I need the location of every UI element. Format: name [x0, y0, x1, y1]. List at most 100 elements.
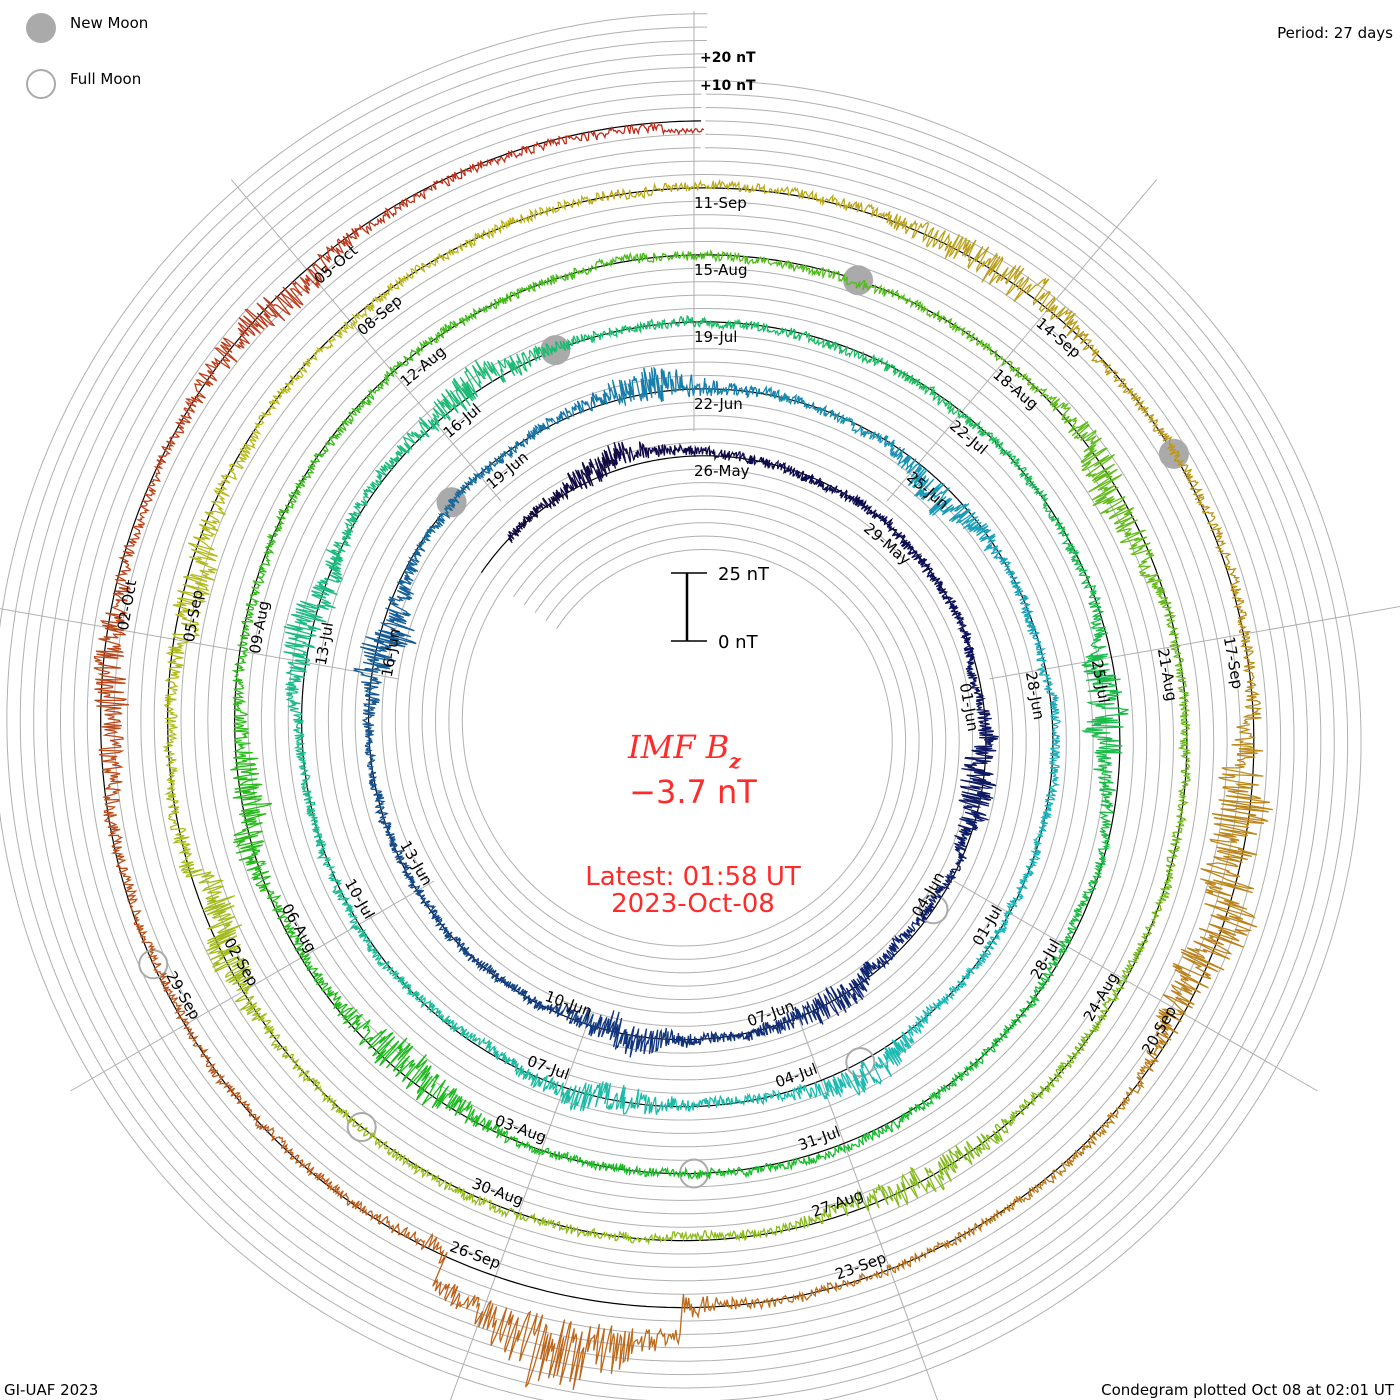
outer-label-plus10: +10 nT [700, 78, 756, 94]
bz-trace-segment [948, 600, 976, 668]
bz-trace-segment [353, 1019, 440, 1106]
bz-trace-segment [249, 1113, 356, 1207]
grid-spiral [461, 549, 893, 947]
bz-trace-segment [591, 179, 718, 205]
date-label: 11-Sep [694, 194, 747, 212]
bz-trace-segment [821, 268, 929, 314]
full-moon-legend-label: Full Moon [70, 70, 141, 88]
bz-trace-segment [361, 684, 381, 761]
date-label: 15-Aug [694, 261, 747, 279]
bz-trace-segment [1009, 825, 1047, 908]
bz-trace-segment [366, 239, 476, 312]
date-label: 28-Jul [1027, 936, 1064, 983]
bz-trace-segment [587, 121, 705, 141]
bz-trace-segment [220, 246, 333, 350]
grid-spiral [435, 522, 920, 974]
bz-trace-segment [366, 759, 392, 834]
grid-spiral [86, 107, 1268, 1322]
date-label: 25-Jul [1088, 658, 1113, 704]
date-label: 19-Jul [694, 328, 737, 346]
grid-spiral [6, 26, 1349, 1400]
bz-trace-segment [1033, 488, 1089, 577]
bz-trace-segment [1039, 996, 1117, 1093]
bz-trace-segment [867, 1217, 988, 1280]
bz-trace-segment [716, 178, 845, 209]
bz-trace-segment [948, 1085, 1045, 1169]
bz-trace-segment [915, 867, 961, 925]
bz-trace-segment [351, 1200, 461, 1309]
bz-trace-segment [421, 480, 474, 543]
bz-trace-segment [123, 875, 179, 1003]
bz-trace-segment [900, 455, 971, 523]
bz-trace-segment [682, 374, 763, 399]
bz-trace-segment [675, 443, 741, 462]
bz-trace-segment [563, 1081, 657, 1115]
footer-credit: GI-UAF 2023 [4, 1381, 98, 1399]
bz-trace-segment [1081, 453, 1155, 557]
bz-trace-segment [325, 486, 376, 576]
bz-trace-segment [955, 511, 1018, 583]
date-label: 12-Aug [397, 342, 450, 390]
latest-date: 2023-Oct-08 [611, 889, 775, 919]
bz-trace-segment [827, 1103, 921, 1159]
bz-trace-segment [668, 1028, 743, 1048]
bz-trace-segment [837, 414, 911, 466]
bz-trace-segment [761, 384, 841, 421]
bz-trace-segment [295, 752, 325, 844]
bz-trace-segment [954, 798, 990, 868]
center-title: IMF Bz [627, 728, 741, 773]
date-label: 05-Sep [180, 588, 207, 643]
bz-trace-segment [283, 572, 343, 662]
bz-trace-segment [530, 391, 606, 438]
footer-plotted-time: Condegram plotted Oct 08 at 02:01 UT [1101, 1381, 1395, 1399]
bz-trace-segment [1137, 554, 1184, 667]
bz-trace-segment [602, 366, 684, 406]
bz-trace-segment [315, 841, 359, 930]
bz-trace-segment [369, 413, 440, 490]
grid-spiral [60, 80, 1295, 1349]
grid-spiral [19, 40, 1335, 1389]
bz-trace-segment [93, 602, 129, 742]
bz-trace-segment [153, 341, 238, 471]
bz-trace-segment [178, 859, 247, 977]
bz-trace-segment [163, 617, 201, 741]
bz-trace-segment [726, 1151, 831, 1179]
current-bz-value: −3.7 nT [629, 773, 757, 811]
bz-trace-segment [700, 316, 797, 340]
date-label: 02-Oct [114, 578, 141, 631]
bz-trace-segment [1214, 530, 1254, 659]
bz-trace-segment [1148, 417, 1223, 532]
bz-trace-segment [235, 840, 300, 940]
radial-spoke [953, 880, 1318, 1092]
bz-trace-segment [172, 500, 227, 620]
date-label: 30-Aug [470, 1174, 526, 1209]
radial-spokes [0, 11, 1400, 1400]
bz-trace-segment [414, 993, 493, 1050]
bz-trace-segment [231, 632, 250, 740]
radial-spoke [449, 1012, 592, 1400]
grid-spiral [127, 147, 1228, 1282]
date-label: 26-Sep [447, 1237, 503, 1272]
bz-trace-segment [298, 1069, 391, 1156]
bz-trace-segment [965, 417, 1040, 491]
bz-trace-segment [388, 1148, 497, 1213]
new-moon-legend-icon [26, 13, 56, 43]
bz-trace-segment [738, 452, 804, 479]
full-moon-marker [346, 1112, 377, 1143]
bz-trace-segment [844, 1154, 957, 1217]
bz-trace-segment [806, 966, 871, 1025]
bz-trace-segment [596, 1010, 671, 1058]
bz-trace-segment [607, 441, 677, 469]
bz-trace-segment [451, 132, 589, 182]
bz-trace-segment [385, 541, 426, 617]
bz-trace-segment [713, 250, 825, 277]
bz-trace-segment [624, 1164, 728, 1181]
date-label: 22-Jun [694, 395, 743, 413]
bz-trace-segment [862, 921, 921, 976]
bz-trace-segment [429, 1079, 524, 1150]
bz-trace-segment [552, 449, 613, 502]
bz-trace-segment [1218, 657, 1264, 787]
bz-trace-segment [515, 330, 608, 376]
bz-trace-segment [353, 925, 420, 998]
